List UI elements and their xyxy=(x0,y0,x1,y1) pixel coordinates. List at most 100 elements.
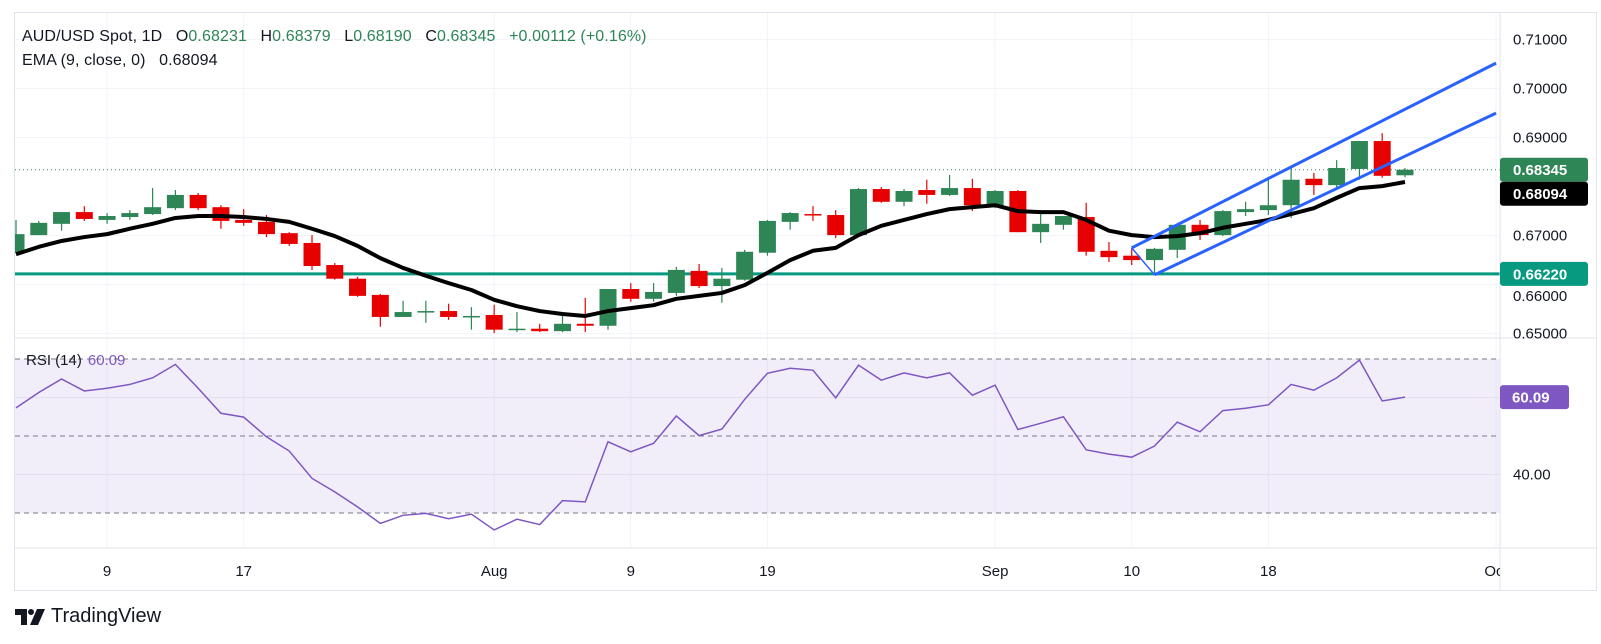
rsi-value-badge-text: 60.09 xyxy=(1512,390,1550,407)
candle-body xyxy=(576,323,594,326)
candle-body xyxy=(736,251,754,280)
rsi-legend[interactable]: RSI (14) 60.09 xyxy=(26,352,125,369)
chart-border xyxy=(14,12,1597,591)
price-pane xyxy=(15,61,1500,334)
rsi-value: 60.09 xyxy=(87,352,126,369)
rsi-pane xyxy=(15,358,1500,531)
candle-body xyxy=(781,213,799,222)
tradingview-logo-icon xyxy=(15,608,45,625)
candle-body xyxy=(895,191,913,202)
candle-body xyxy=(1396,169,1414,176)
candle-body xyxy=(98,216,116,220)
candle-body xyxy=(394,312,412,317)
ema-label: EMA (9, close, 0) xyxy=(22,52,146,69)
rsi-line xyxy=(15,359,1406,531)
candle-body xyxy=(417,311,435,313)
candle xyxy=(827,210,845,239)
candle-body xyxy=(371,294,389,317)
candle xyxy=(804,206,822,221)
candle xyxy=(941,174,959,196)
candle xyxy=(872,187,890,203)
channel-lower-line[interactable] xyxy=(1153,111,1497,277)
candle xyxy=(667,266,685,296)
price-tick-label: 0.70000 xyxy=(1513,81,1567,98)
date-label: 19 xyxy=(759,563,776,580)
candle xyxy=(417,300,435,323)
candle xyxy=(1077,202,1095,256)
candle xyxy=(394,300,412,317)
candle xyxy=(645,283,663,302)
candle-body xyxy=(645,291,663,299)
candle-body xyxy=(1054,216,1072,225)
rsi-axis[interactable]: 40.00 60.09 xyxy=(1500,385,1569,484)
candle xyxy=(371,293,389,327)
candle xyxy=(1305,172,1323,195)
candle xyxy=(440,303,458,320)
candle xyxy=(303,235,321,270)
candle-body xyxy=(986,191,1004,206)
candle xyxy=(849,188,867,236)
candle-body xyxy=(1305,178,1323,186)
high-value: 0.68379 xyxy=(272,28,331,45)
symbol-title[interactable]: AUD/USD Spot, 1D xyxy=(22,28,163,45)
tradingview-logo[interactable]: TradingView xyxy=(15,605,161,628)
candle xyxy=(1396,168,1414,178)
candle-body xyxy=(257,221,275,235)
candle-body xyxy=(1282,179,1300,206)
candle-body xyxy=(963,188,981,206)
candle-body xyxy=(1259,205,1277,211)
candle xyxy=(713,267,731,303)
candle-body xyxy=(1032,223,1050,233)
candle-body xyxy=(75,212,93,219)
time-axis[interactable]: 9 17 Aug 9 19 Sep 10 18 Oct xyxy=(103,563,1509,580)
candle-body xyxy=(1123,255,1141,261)
close-label: C xyxy=(425,28,437,45)
candle-body xyxy=(667,269,685,293)
candle-body xyxy=(531,328,549,332)
candle-body xyxy=(1191,224,1209,236)
close-value: 0.68345 xyxy=(437,28,496,45)
channel-upper-line[interactable] xyxy=(1131,61,1497,250)
candle-body xyxy=(1100,250,1118,258)
ema-legend[interactable]: EMA (9, close, 0) 0.68094 xyxy=(22,52,218,70)
candle-body xyxy=(166,194,184,209)
candle xyxy=(189,192,207,211)
candle-body xyxy=(30,222,48,236)
ema-price-badge-text: 0.68094 xyxy=(1513,186,1568,203)
price-tick-label: 0.67000 xyxy=(1513,228,1567,245)
date-label: 17 xyxy=(235,563,252,580)
candle-body xyxy=(1237,209,1255,213)
candle xyxy=(1054,216,1072,230)
rsi-label: RSI (14) xyxy=(26,352,82,369)
price-axis[interactable]: 0.71000 0.70000 0.69000 0.67000 0.66000 0.650… xyxy=(1500,32,1588,343)
candle-body xyxy=(918,190,936,195)
candle xyxy=(462,307,480,330)
candle xyxy=(531,323,549,333)
candle-body xyxy=(326,265,344,279)
candle-body xyxy=(599,289,617,326)
candle xyxy=(53,212,71,231)
candle-body xyxy=(1373,141,1391,176)
candle-body xyxy=(1146,248,1163,261)
candle-body xyxy=(462,315,480,318)
date-label: 10 xyxy=(1123,563,1140,580)
rsi-value-badge xyxy=(1500,385,1569,410)
candle xyxy=(736,249,754,281)
candle xyxy=(622,283,640,302)
candle xyxy=(895,189,913,207)
candle xyxy=(485,304,503,334)
date-label: Oct xyxy=(1484,563,1508,580)
candle xyxy=(1123,247,1141,265)
date-label: 9 xyxy=(103,563,111,580)
low-value: 0.68190 xyxy=(353,28,412,45)
tradingview-logo-text: TradingView xyxy=(51,605,162,627)
candle-body xyxy=(121,213,139,217)
rsi-tick-label: 40.00 xyxy=(1513,467,1551,484)
open-label: O xyxy=(175,28,189,45)
candle-body xyxy=(827,215,845,236)
ema-value: 0.68094 xyxy=(159,52,218,69)
candle xyxy=(690,264,708,289)
candle-body xyxy=(1350,141,1368,169)
candle xyxy=(326,263,344,280)
